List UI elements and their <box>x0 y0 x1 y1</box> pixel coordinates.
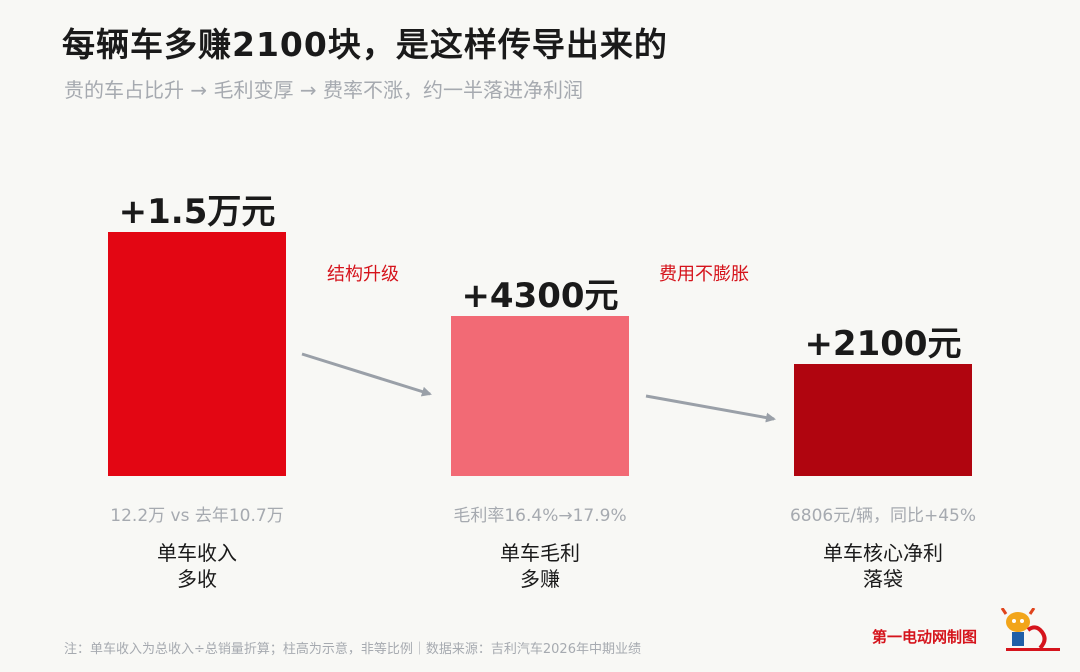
category-label-net-profit: 单车核心净利 落袋 <box>823 541 943 591</box>
bar-gross-profit <box>451 316 629 476</box>
arrow-label-cost-control: 费用不膨胀 <box>659 264 749 285</box>
bar-detail-revenue: 12.2万 vs 去年10.7万 <box>110 506 284 526</box>
bar-revenue <box>108 232 286 476</box>
chart-title: 每辆车多赚2100块，是这样传导出来的 <box>62 25 668 64</box>
bar-value-label-revenue: +1.5万元 <box>118 192 276 232</box>
site-logo-icon <box>1000 608 1060 651</box>
bar-net-profit <box>794 364 972 476</box>
bar-value-label-gross-profit: +4300元 <box>461 276 619 316</box>
arrow-1 <box>301 352 432 397</box>
arrow-2 <box>645 394 776 423</box>
category-label-gross-profit: 单车毛利 多赚 <box>500 541 580 591</box>
arrow-label-structure-upgrade: 结构升级 <box>327 264 399 285</box>
bar-detail-net-profit: 6806元/辆，同比+45% <box>789 506 977 526</box>
bar-detail-gross-profit: 毛利率16.4%→17.9% <box>453 506 627 526</box>
bar-value-label-net-profit: +2100元 <box>804 324 962 364</box>
footnote: 注：单车收入为总收入÷总销量折算；柱高为示意，非等比例｜数据来源：吉利汽车202… <box>64 642 641 657</box>
chart-subtitle: 贵的车占比升 → 毛利变厚 → 费率不涨，约一半落进净利润 <box>64 78 583 102</box>
credit: 第一电动网制图 <box>872 628 978 646</box>
category-label-revenue: 单车收入 多收 <box>157 541 237 591</box>
